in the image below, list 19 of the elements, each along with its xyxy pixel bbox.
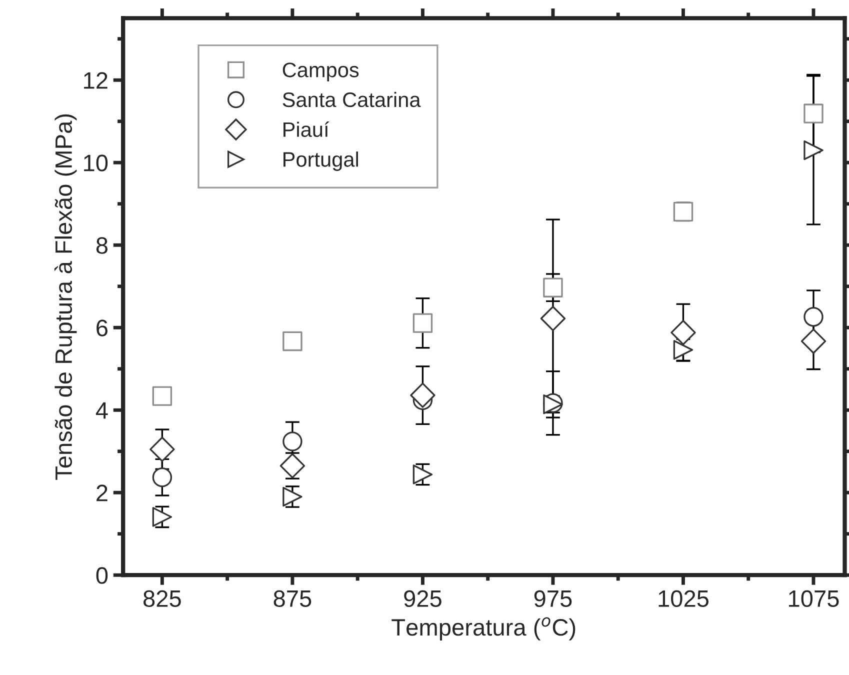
y-axis-title: Tensão de Ruptura à Flexão (MPa) — [54, 114, 77, 480]
x-tick-label: 975 — [534, 590, 572, 608]
legend-label: Piauí — [284, 121, 330, 137]
x-tick-label: 1075 — [789, 590, 839, 608]
legend-label: Portugal — [284, 152, 358, 171]
x-axis-title: Temperatura ($^{o}$C) — [392, 617, 576, 640]
y-tick-label: 6 — [96, 320, 108, 336]
legend-label: Campos — [282, 62, 359, 82]
y-tick-label: 4 — [96, 402, 108, 419]
y-tick-label: 8 — [96, 237, 108, 254]
y-tick-label: 10 — [84, 154, 108, 172]
x-tick-label: 1025 — [658, 590, 709, 608]
legend-label: Santa Catarina — [282, 92, 421, 108]
x-tick-label: 925 — [404, 590, 442, 608]
y-tick-label: 12 — [84, 72, 108, 89]
y-tick-label: 2 — [96, 484, 108, 502]
x-tick-label: 825 — [144, 590, 181, 608]
x-tick-label: 875 — [274, 590, 312, 608]
y-tick-label: 0 — [96, 567, 108, 584]
